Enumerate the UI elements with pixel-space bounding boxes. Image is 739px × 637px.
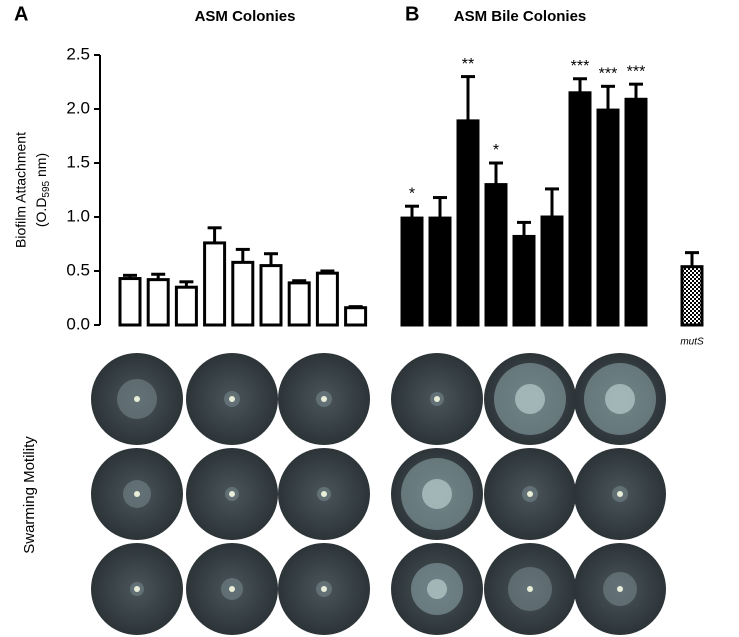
y-tick-label: 1.0 (66, 206, 90, 225)
colony (321, 491, 327, 497)
significance: * (493, 142, 499, 159)
colony (229, 491, 235, 497)
bar (540, 215, 564, 327)
colony (229, 586, 235, 592)
bar (400, 216, 424, 327)
colony (527, 586, 533, 592)
colony (434, 396, 440, 402)
panel-letter: B (405, 3, 419, 25)
group-title: ASM Bile Colonies (454, 8, 587, 25)
bar (231, 260, 255, 327)
colony (617, 491, 623, 497)
y-tick-label: 1.5 (66, 152, 90, 171)
group-title: ASM Colonies (195, 8, 296, 25)
bar (624, 97, 648, 327)
bar (596, 108, 620, 327)
swarm-core (515, 384, 545, 414)
bar (315, 271, 339, 327)
significance: *** (627, 63, 646, 80)
colony (134, 491, 140, 497)
y-tick-label: 0.5 (66, 260, 90, 279)
bar (568, 91, 592, 327)
y-tick-label: 2.5 (66, 44, 90, 63)
colony (321, 396, 327, 402)
bar (146, 278, 170, 327)
bar (680, 265, 704, 327)
significance: * (409, 185, 415, 202)
significance: *** (599, 66, 618, 83)
bar (287, 281, 311, 327)
bar (259, 264, 283, 327)
bar (118, 277, 142, 327)
y-axis-label: Biofilm Attachment (13, 132, 29, 248)
x-tick-label: mutS (680, 337, 704, 348)
y-tick-label: 2.0 (66, 98, 90, 117)
significance: *** (571, 58, 590, 75)
bar (484, 183, 508, 327)
colony (527, 491, 533, 497)
bar (203, 241, 227, 327)
significance: ** (462, 56, 474, 73)
bar (456, 119, 480, 327)
bar (512, 234, 536, 327)
bar (174, 285, 198, 327)
swarm-core (605, 384, 635, 414)
colony (321, 586, 327, 592)
colony (134, 396, 140, 402)
swarming-plates (91, 353, 666, 635)
colony (617, 586, 623, 592)
colony (229, 396, 235, 402)
y-tick-label: 0.0 (66, 314, 90, 333)
bar (428, 216, 452, 327)
swarm-core (422, 479, 452, 509)
bar (344, 306, 368, 327)
y-axis-label-unit: (O.D595 nm) (33, 153, 52, 227)
colony (134, 586, 140, 592)
swarm-core (427, 579, 447, 599)
side-label: Swarming Motility (21, 436, 38, 554)
panel-letter: A (14, 3, 28, 25)
